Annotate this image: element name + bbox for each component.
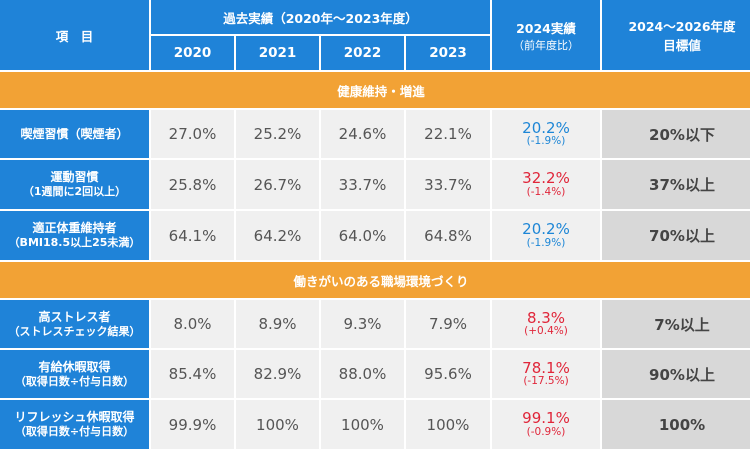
row-label: 高ストレス者 （ストレスチェック結果） [0, 300, 149, 348]
header-past-results: 過去実績（2020年～2023年度） [151, 0, 490, 34]
current-change: (-1.9%) [526, 135, 566, 148]
row-label: 適正体重維持者 （BMI18.5以上25未満） [0, 211, 149, 260]
current-result: 99.1% (-0.9%) [492, 400, 600, 449]
value-cell: 100% [236, 400, 319, 449]
header-target-line2: 目標値 [663, 38, 701, 53]
value-cell: 64.1% [151, 211, 234, 260]
current-value: 20.2% [522, 118, 570, 137]
target-value: 20%以下 [602, 110, 750, 158]
row-label-main: 運動習慣 [50, 170, 99, 185]
value-cell: 25.8% [151, 160, 234, 209]
row-label-main: 高ストレス者 [38, 309, 111, 324]
current-change: (-17.5%) [523, 375, 569, 388]
target-value: 37%以上 [602, 160, 750, 209]
row-label: 運動習慣 （1週間に2回以上） [0, 160, 149, 209]
value-cell: 25.2% [236, 110, 319, 158]
value-cell: 82.9% [236, 350, 319, 398]
current-value: 8.3% [526, 308, 566, 327]
header-target: 2024～2026年度 目標値 [602, 0, 750, 70]
value-cell: 8.0% [151, 300, 234, 348]
value-cell: 27.0% [151, 110, 234, 158]
value-cell: 95.6% [406, 350, 490, 398]
value-cell: 33.7% [406, 160, 490, 209]
current-result: 78.1% (-17.5%) [492, 350, 600, 398]
value-cell: 24.6% [321, 110, 404, 158]
header-current-label: 2024実績 [516, 20, 576, 36]
current-change: (-1.4%) [526, 185, 566, 198]
target-value: 90%以上 [602, 350, 750, 398]
value-cell: 33.7% [321, 160, 404, 209]
current-result: 20.2% (-1.9%) [492, 110, 600, 158]
value-cell: 64.0% [321, 211, 404, 260]
row-label-sub: （ストレスチェック結果） [8, 324, 141, 338]
value-cell: 99.9% [151, 400, 234, 449]
value-cell: 100% [406, 400, 490, 449]
section-header: 健康維持・増進 [0, 72, 750, 108]
target-value: 70%以上 [602, 211, 750, 260]
header-target-line1: 2024～2026年度 [628, 19, 736, 34]
row-label-main: リフレッシュ休暇取得 [14, 410, 135, 425]
row-label: リフレッシュ休暇取得 （取得日数÷付与日数） [0, 400, 149, 449]
value-cell: 26.7% [236, 160, 319, 209]
current-value: 20.2% [522, 220, 570, 239]
target-value: 7%以上 [602, 300, 750, 348]
value-cell: 88.0% [321, 350, 404, 398]
row-label-sub: （取得日数÷付与日数） [14, 374, 135, 388]
row-label-sub: （1週間に2回以上） [22, 185, 127, 199]
row-label-sub: （BMI18.5以上25未満） [8, 236, 141, 250]
current-change: (-0.9%) [526, 425, 566, 438]
current-value: 32.2% [522, 169, 570, 188]
current-result: 32.2% (-1.4%) [492, 160, 600, 209]
row-label: 喫煙習慣（喫煙者） [0, 110, 149, 158]
header-current-sub: （前年度比） [513, 38, 579, 52]
header-item: 項 目 [0, 0, 149, 70]
header-year: 2022 [321, 36, 404, 70]
section-header: 働きがいのある職場環境づくり [0, 262, 750, 298]
target-value: 100% [602, 400, 750, 449]
value-cell: 64.2% [236, 211, 319, 260]
current-result: 8.3% (+0.4%) [492, 300, 600, 348]
row-label-main: 喫煙習慣（喫煙者） [20, 126, 129, 141]
current-value: 78.1% [522, 358, 570, 377]
row-label-main: 適正体重維持者 [32, 221, 117, 236]
row-label-main: 有給休暇取得 [38, 359, 111, 374]
current-change: (+0.4%) [524, 325, 568, 338]
header-current: 2024実績 （前年度比） [492, 0, 600, 70]
value-cell: 64.8% [406, 211, 490, 260]
header-year: 2023 [406, 36, 490, 70]
value-cell: 7.9% [406, 300, 490, 348]
header-year: 2020 [151, 36, 234, 70]
value-cell: 85.4% [151, 350, 234, 398]
value-cell: 100% [321, 400, 404, 449]
value-cell: 9.3% [321, 300, 404, 348]
current-value: 99.1% [522, 409, 570, 428]
current-result: 20.2% (-1.9%) [492, 211, 600, 260]
header-year: 2021 [236, 36, 319, 70]
value-cell: 8.9% [236, 300, 319, 348]
value-cell: 22.1% [406, 110, 490, 158]
current-change: (-1.9%) [526, 236, 566, 249]
row-label-sub: （取得日数÷付与日数） [14, 425, 135, 439]
row-label: 有給休暇取得 （取得日数÷付与日数） [0, 350, 149, 398]
